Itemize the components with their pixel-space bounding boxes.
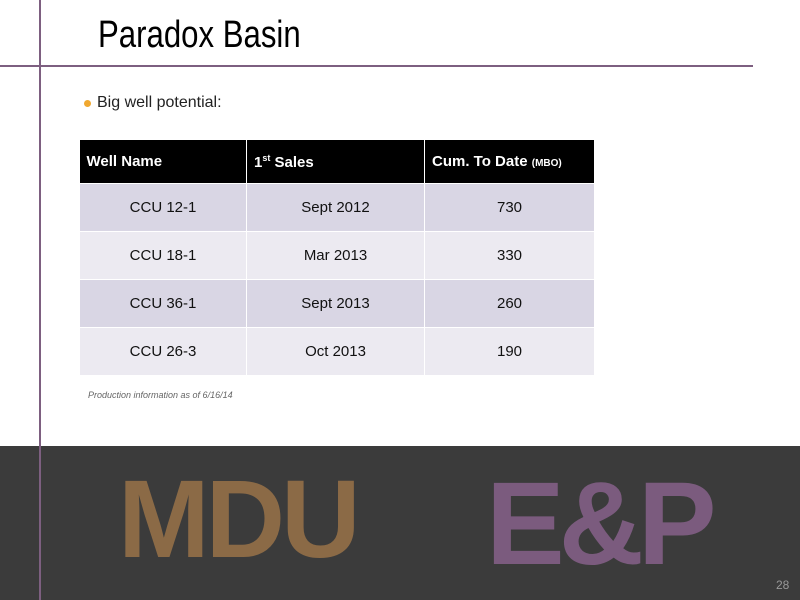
divider-horizontal [0,65,753,67]
table-cell: 730 [424,183,595,232]
page-number: 28 [776,578,790,592]
logo-text: MDU [118,458,361,581]
table-cell: 330 [424,231,595,280]
table-row: CCU 26-3 Oct 2013 190 [79,327,595,376]
table-cell: Sept 2013 [246,279,425,328]
well-table: Well Name 1st Sales Cum. To Date (MBO) C… [79,140,595,376]
table-cell: 260 [424,279,595,328]
header-text: Sales [274,153,314,171]
slide-title: Paradox Basin [98,14,301,56]
header-text: Cum. To Date [432,153,528,170]
table-cell: Sept 2012 [246,183,425,232]
header-superscript: st [262,152,271,163]
table-cell: CCU 36-1 [79,279,247,328]
header-cell: Cum. To Date (MBO) [424,140,595,184]
bullet-text: Big well potential: [97,94,222,111]
header-text: 1 [254,153,263,171]
header-cell: Well Name [79,140,247,184]
table-cell: Oct 2013 [246,327,425,376]
header-cell: 1st Sales [246,140,425,184]
table-row: CCU 18-1 Mar 2013 330 [79,231,595,280]
header-unit: (MBO) [531,158,562,169]
table-cell: CCU 26-3 [79,327,247,376]
table-cell: CCU 12-1 [79,183,247,232]
footer-band [0,446,800,600]
divider-vertical [39,0,41,600]
logo-text: E&P [486,458,717,590]
table-cell: Mar 2013 [246,231,425,280]
table-cell: 190 [424,327,595,376]
bullet-marker [84,100,91,107]
table-row: CCU 36-1 Sept 2013 260 [79,279,595,328]
table-row: CCU 12-1 Sept 2012 730 [79,183,595,232]
header-text: Well Name [86,153,163,170]
footnote: Production information as of 6/16/14 [88,390,233,400]
header-row: Well Name 1st Sales Cum. To Date (MBO) [79,140,595,184]
table-cell: CCU 18-1 [79,231,247,280]
